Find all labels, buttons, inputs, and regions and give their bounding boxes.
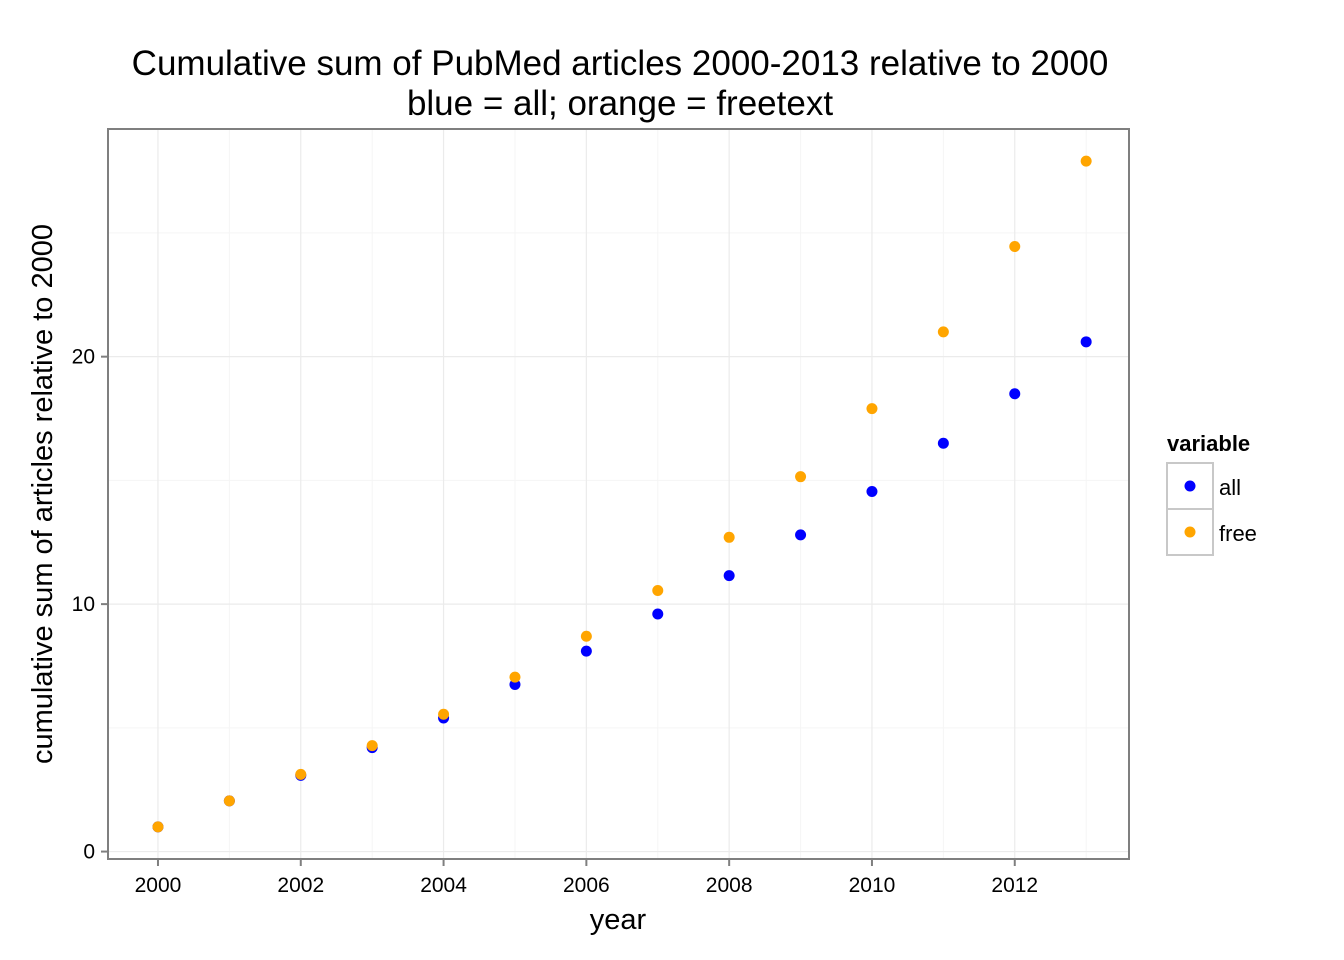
y-tick-label: 0 [83,841,95,864]
x-axis-title: year [590,904,647,936]
data-point-free [937,326,949,338]
data-point-free [723,531,735,543]
panel-border [107,128,1130,860]
legend-marker-free [1184,526,1196,538]
grid-lines [108,129,1129,859]
data-point-all [652,608,664,620]
data-points [152,155,1092,833]
data-point-free [295,768,307,780]
x-tick-label: 2012 [991,874,1038,897]
data-point-free [1080,155,1092,167]
legend-label-free: free [1219,521,1257,546]
x-tick-label: 2006 [563,874,610,897]
data-point-all [937,437,949,449]
data-point-free [223,795,235,807]
data-point-all [1009,388,1021,400]
data-point-all [866,486,878,498]
data-point-free [438,708,450,720]
legend-title: variable [1167,431,1250,456]
legend-marker-all [1184,480,1196,492]
data-point-all [723,570,735,582]
y-axis-title: cumulative sum of articles relative to 2… [27,224,59,764]
chart-title: Cumulative sum of PubMed articles 2000-2… [132,44,1109,83]
data-point-free [580,630,592,642]
x-tick-label: 2010 [849,874,896,897]
data-point-free [1009,241,1021,253]
legend-label-all: all [1219,475,1241,500]
x-tick-label: 2008 [706,874,753,897]
legend-key-free [1166,508,1214,556]
data-point-free [152,821,164,833]
y-tick-label: 10 [72,593,95,616]
axis-ticks [101,355,1016,866]
data-point-all [580,645,592,657]
y-tick-label: 20 [72,346,95,369]
x-tick-label: 2002 [277,874,324,897]
axis-tick-labels: 2000 2002 2004 2006 2008 2010 2012 0 10 20 [72,346,1038,897]
chart-subtitle: blue = all; orange = freetext [407,84,833,123]
data-point-free [795,471,807,483]
data-point-free [866,403,878,415]
data-point-all [1080,336,1092,348]
x-tick-label: 2004 [420,874,467,897]
x-tick-label: 2000 [135,874,182,897]
data-point-free [509,671,521,683]
data-point-free [366,740,378,752]
data-point-free [652,585,664,597]
legend: variable all free [1166,431,1257,556]
data-point-all [795,529,807,541]
